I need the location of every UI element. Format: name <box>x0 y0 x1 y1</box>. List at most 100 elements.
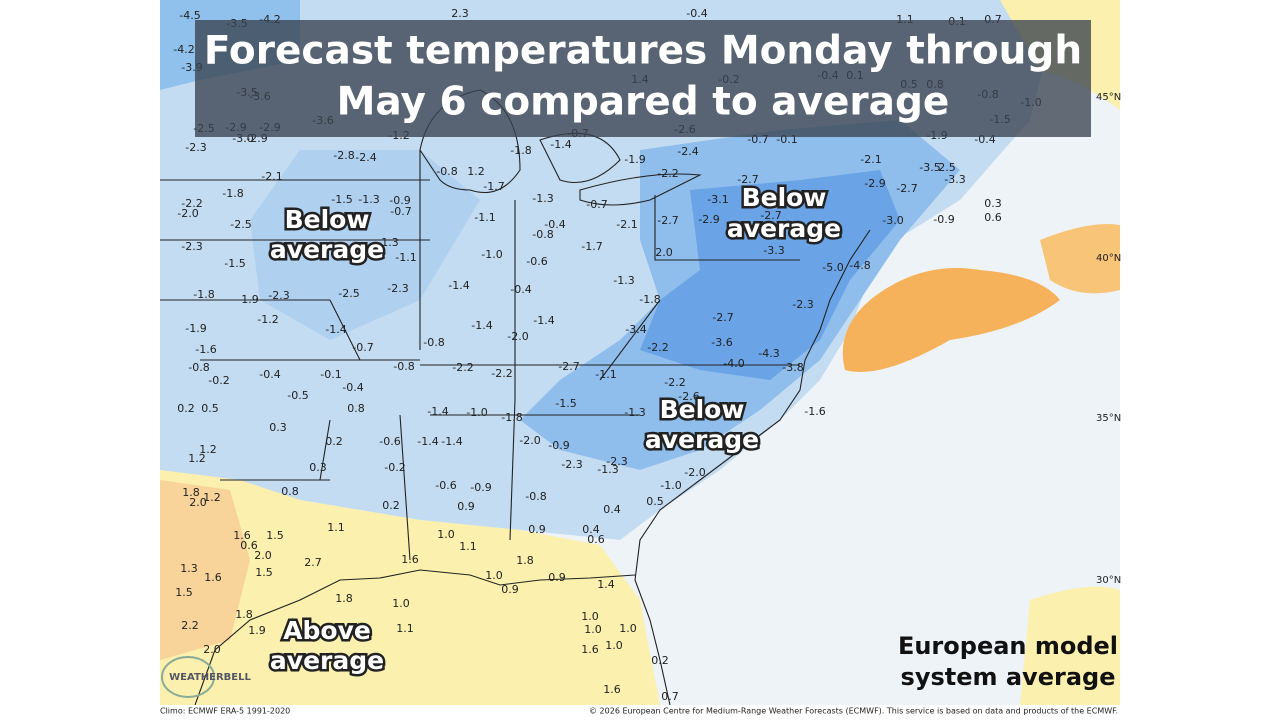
anomaly-value: -2.0 <box>507 330 528 343</box>
anomaly-value: -2.2 <box>452 361 473 374</box>
anomaly-value: -2.5 <box>338 287 359 300</box>
anomaly-value: -2.9 <box>864 177 885 190</box>
anomaly-value: 0.4 <box>603 503 621 516</box>
anomaly-value: 1.5 <box>175 586 193 599</box>
anomaly-value: -3.8 <box>782 361 803 374</box>
anomaly-value: -2.3 <box>792 298 813 311</box>
anomaly-value: 1.0 <box>584 623 602 636</box>
annotation: Below <box>660 395 745 424</box>
anomaly-value: -0.5 <box>287 389 308 402</box>
anomaly-value: 1.8 <box>182 486 200 499</box>
annotation: Below <box>742 183 827 212</box>
anomaly-value: -0.7 <box>586 198 607 211</box>
anomaly-value: -1.4 <box>441 435 462 448</box>
anomaly-value: 1.1 <box>396 622 414 635</box>
anomaly-value: -2.2 <box>491 367 512 380</box>
anomaly-value: -0.8 <box>525 490 546 503</box>
anomaly-labels: -4.5-3.5-4.22.3-0.41.10.10.7-4.2-3.9-3.5… <box>173 7 1041 703</box>
annotation: average <box>727 214 841 243</box>
anomaly-value: -1.8 <box>222 187 243 200</box>
annotation: average <box>270 235 384 264</box>
anomaly-value: 2.0 <box>254 549 272 562</box>
anomaly-value: 1.5 <box>266 529 284 542</box>
anomaly-value: 1.1 <box>327 521 345 534</box>
anomaly-value: 0.2 <box>177 402 195 415</box>
anomaly-value: -2.2 <box>181 197 202 210</box>
cool-region <box>250 150 480 340</box>
anomaly-value: -2.3 <box>185 141 206 154</box>
anomaly-value: -3.3 <box>944 173 965 186</box>
anomaly-value: 1.0 <box>619 622 637 635</box>
logo-mark <box>161 656 215 698</box>
anomaly-value: -0.1 <box>320 368 341 381</box>
anomaly-value: 0.9 <box>501 583 519 596</box>
anomaly-value: -4.3 <box>758 347 779 360</box>
anomaly-value: -2.3 <box>181 240 202 253</box>
anomaly-value: 1.3 <box>180 562 198 575</box>
lake <box>579 173 702 206</box>
anomaly-value: -1.4 <box>471 319 492 332</box>
anomaly-value: 0.7 <box>661 690 679 703</box>
anomaly-value: -0.2 <box>208 374 229 387</box>
footer-left: Climo: ECMWF ERA-5 1991-2020 <box>160 707 290 716</box>
credit: European model <box>898 632 1118 660</box>
anomaly-value: -0.9 <box>548 439 569 452</box>
anomaly-value: -0.8 <box>188 361 209 374</box>
anomaly-value: -1.0 <box>466 406 487 419</box>
credit: system average <box>901 663 1116 691</box>
anomaly-value: -0.6 <box>379 435 400 448</box>
anomaly-value: 0.6 <box>587 533 605 546</box>
anomaly-value: 1.2 <box>467 165 485 178</box>
anomaly-value: 1.6 <box>581 643 599 656</box>
warm-region <box>842 268 1060 372</box>
anomaly-value: -1.5 <box>331 193 352 206</box>
coastline <box>634 229 871 705</box>
anomaly-value: -0.6 <box>526 255 547 268</box>
anomaly-value: -2.4 <box>677 145 698 158</box>
anomaly-value: 0.3 <box>309 461 327 474</box>
anomaly-value: 1.8 <box>335 592 353 605</box>
anomaly-value: -1.8 <box>193 288 214 301</box>
anomaly-value: -1.4 <box>427 405 448 418</box>
anomaly-value: -1.8 <box>501 411 522 424</box>
anomaly-value: 1.6 <box>401 553 419 566</box>
anomaly-value: 0.3 <box>269 421 287 434</box>
anomaly-value: -1.3 <box>358 193 379 206</box>
anomaly-value: -0.2 <box>384 461 405 474</box>
anomaly-value: -2.7 <box>657 214 678 227</box>
anomaly-value: -0.4 <box>544 218 565 231</box>
coastline <box>194 569 636 705</box>
anomaly-value: -2.2 <box>664 376 685 389</box>
anomaly-value: -3.6 <box>711 336 732 349</box>
anomaly-value: 2.0 <box>189 496 207 509</box>
anomaly-value: -1.1 <box>395 251 416 264</box>
anomaly-value: -0.9 <box>933 213 954 226</box>
anomaly-value: 0.5 <box>646 495 664 508</box>
anomaly-value: -1.7 <box>581 240 602 253</box>
annotation: average <box>645 425 759 454</box>
annotation: Below <box>285 205 370 234</box>
anomaly-value: -1.4 <box>533 314 554 327</box>
anomaly-value: 1.1 <box>459 540 477 553</box>
anomaly-value: -2.7 <box>760 209 781 222</box>
anomaly-value: 1.6 <box>204 571 222 584</box>
anomaly-value: 0.9 <box>548 571 566 584</box>
anomaly-value: -1.6 <box>195 343 216 356</box>
anomaly-value: -3.1 <box>707 193 728 206</box>
anomaly-value: -1.7 <box>483 180 504 193</box>
anomaly-value: 0.2 <box>325 435 343 448</box>
anomaly-value: -2.8 <box>333 149 354 162</box>
warm-region <box>160 480 250 660</box>
warm-region <box>160 470 660 705</box>
anomaly-value: -1.0 <box>481 248 502 261</box>
anomaly-value: -0.7 <box>352 341 373 354</box>
anomaly-value: -0.8 <box>423 336 444 349</box>
anomaly-value: 2.7 <box>304 556 322 569</box>
anomaly-value: 1.0 <box>392 597 410 610</box>
anomaly-value: -0.4 <box>259 368 280 381</box>
anomaly-value: -0.4 <box>686 7 707 20</box>
anomaly-value: -1.8 <box>510 144 531 157</box>
anomaly-value: -0.8 <box>532 228 553 241</box>
anomaly-value: -0.7 <box>390 205 411 218</box>
anomaly-value: 0.4 <box>582 523 600 536</box>
